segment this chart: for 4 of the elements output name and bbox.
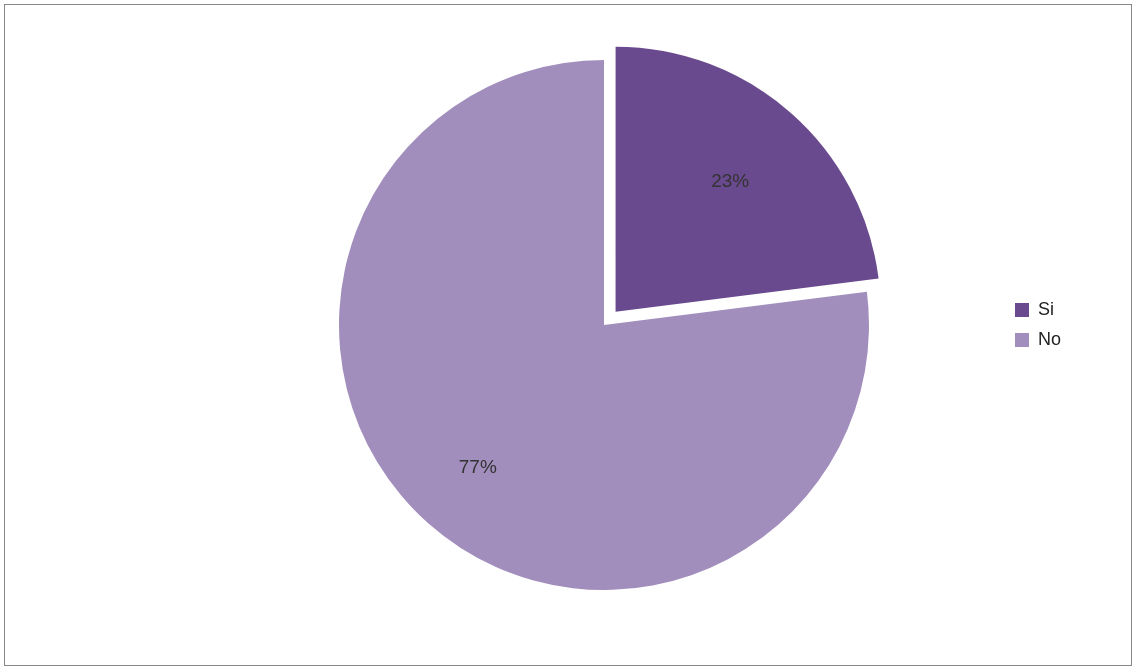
data-label: 77% bbox=[458, 456, 497, 478]
data-label: 23% bbox=[711, 170, 750, 192]
legend-label: No bbox=[1037, 328, 1062, 349]
legend-label: Si bbox=[1037, 298, 1055, 319]
